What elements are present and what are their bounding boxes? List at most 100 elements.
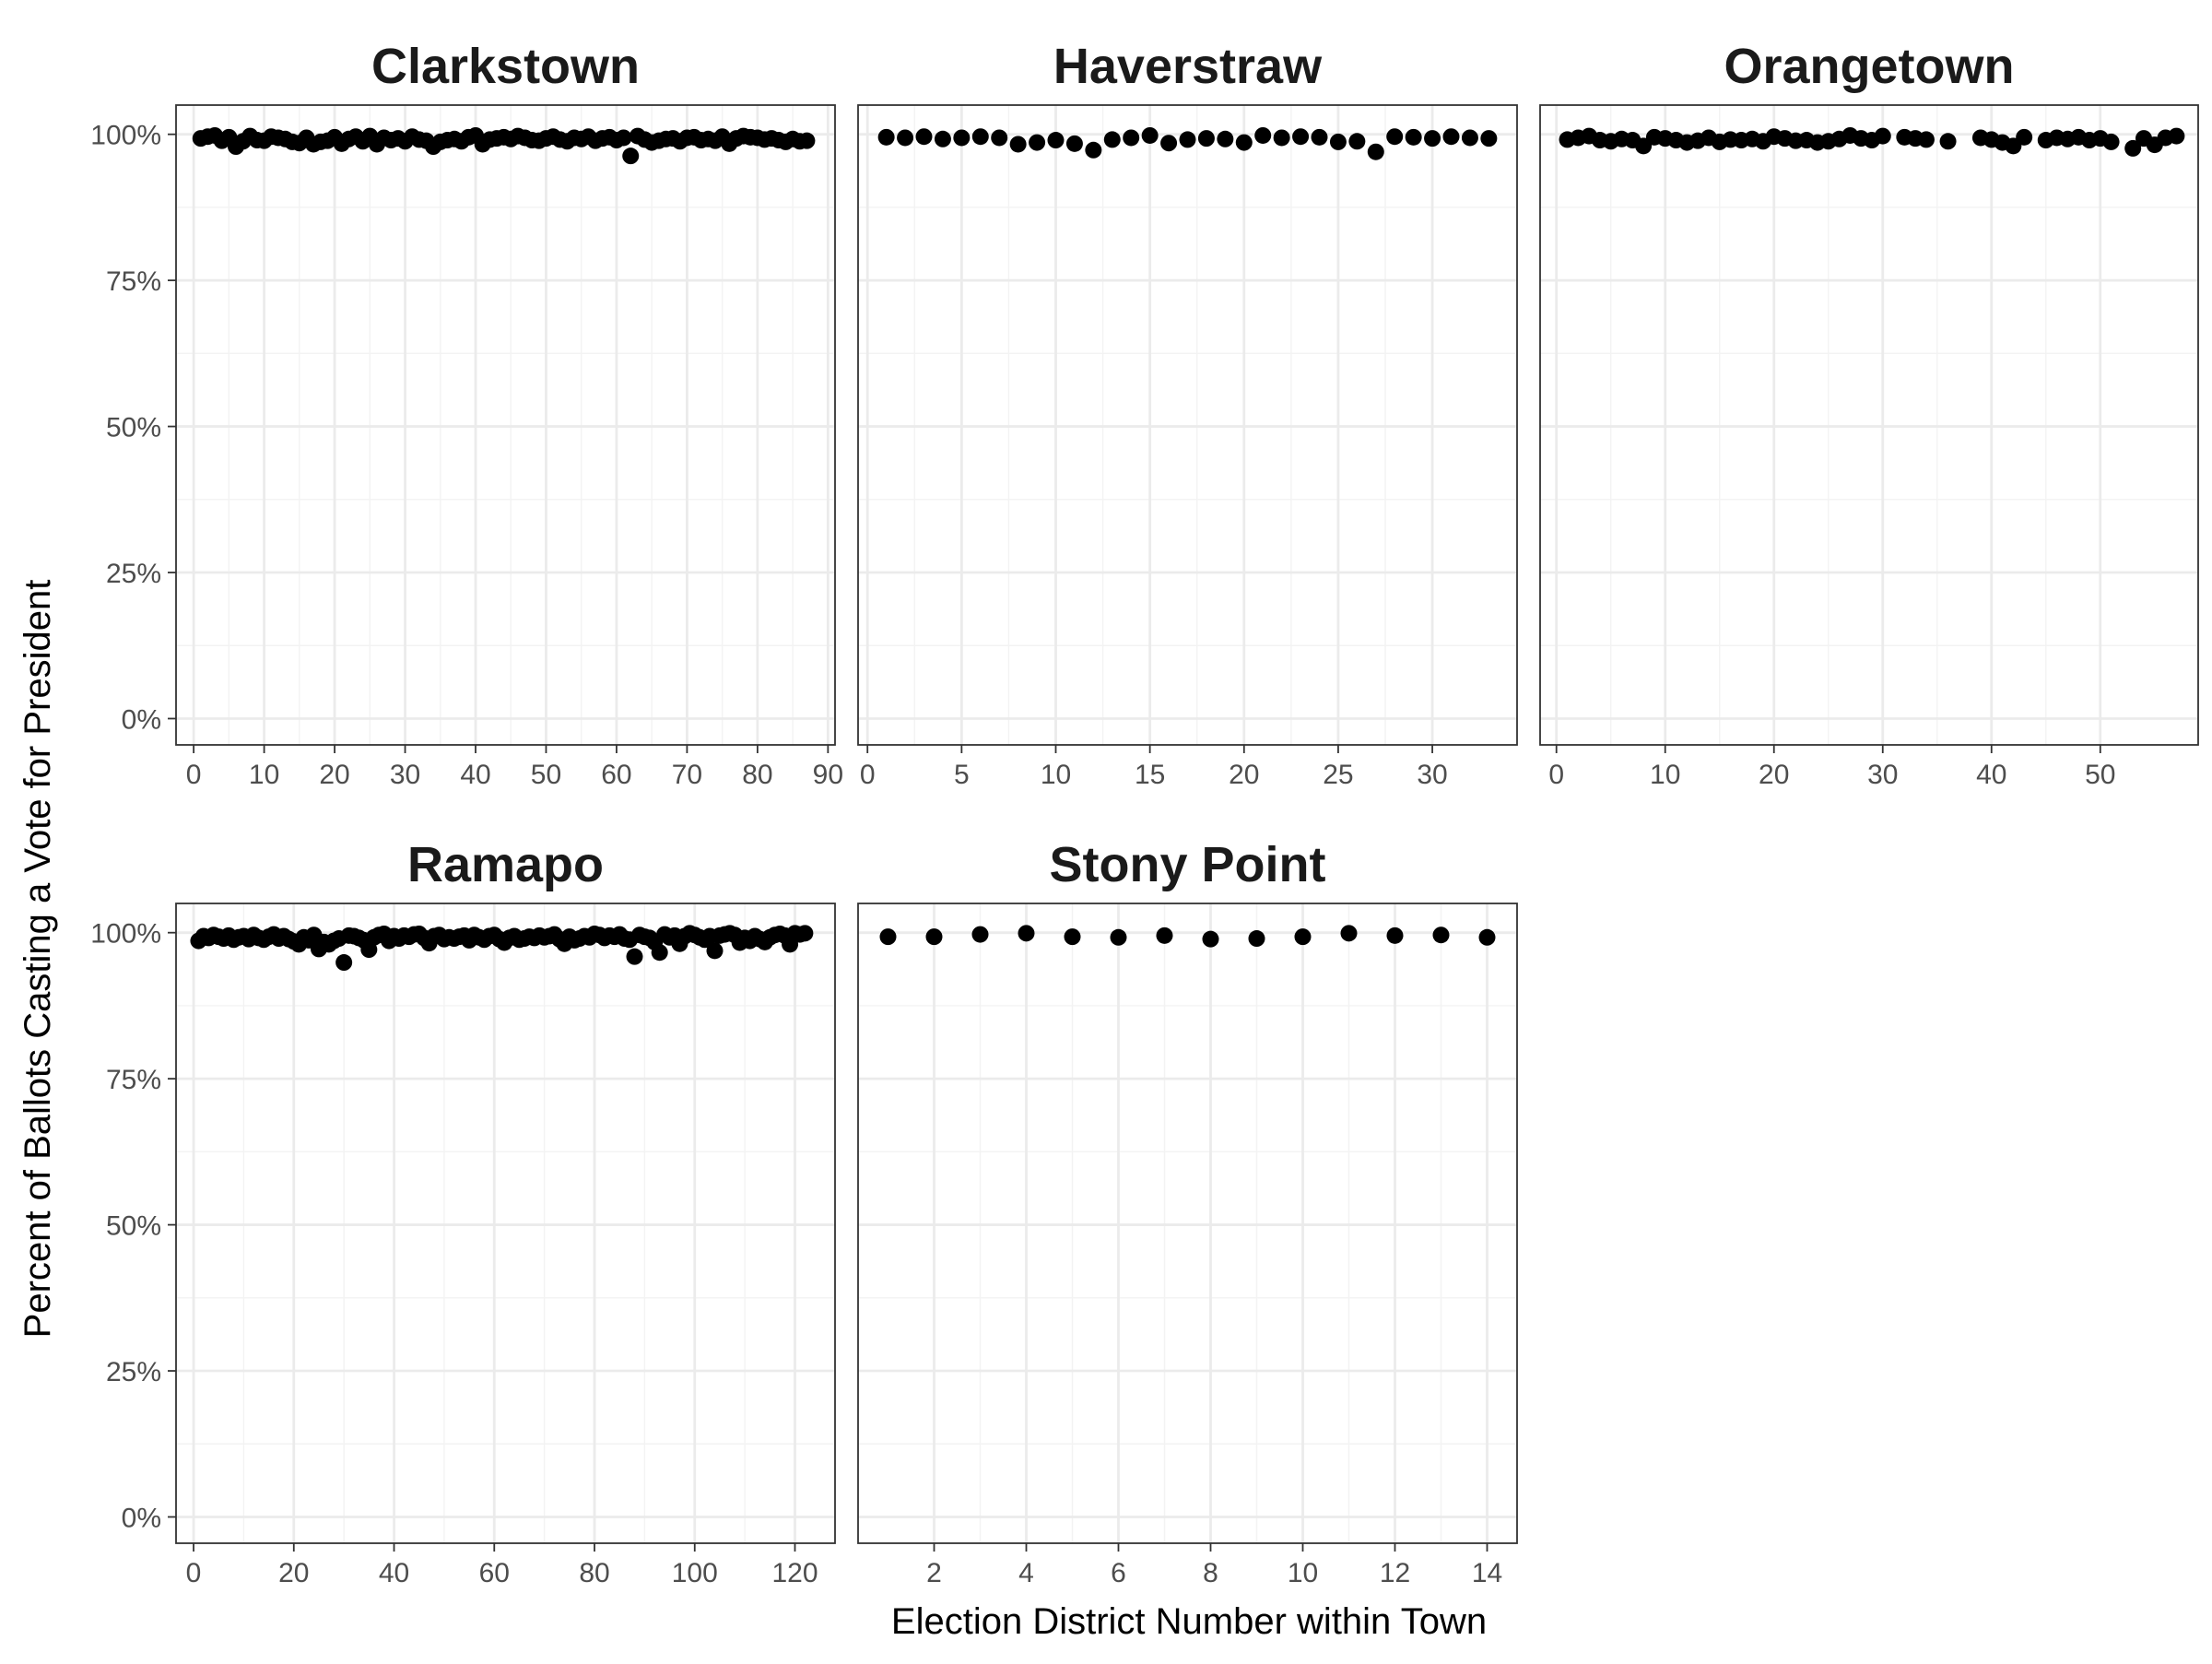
x-tick-label: 90: [813, 760, 843, 790]
data-point: [879, 928, 897, 946]
data-point: [1292, 128, 1310, 146]
x-tick-label: 0: [1548, 760, 1564, 790]
data-point: [1424, 130, 1441, 148]
data-point: [651, 944, 668, 962]
data-point: [971, 128, 989, 146]
data-point: [1273, 129, 1290, 147]
data-point: [1442, 128, 1460, 146]
x-tick-label: 30: [1417, 760, 1447, 790]
data-point: [798, 132, 816, 149]
data-point: [1160, 135, 1178, 152]
panel-orangetown: Orangetown 0 10 20 30 40 50: [1539, 39, 2199, 790]
y-tick-label: 25%: [106, 559, 161, 589]
data-point: [1009, 136, 1027, 153]
data-point: [1461, 129, 1478, 147]
data-point: [796, 925, 814, 942]
x-tick-label: 50: [531, 760, 561, 790]
x-tick-label: 12: [1380, 1558, 1410, 1588]
data-point: [1348, 133, 1366, 150]
y-tick-label: 25%: [106, 1357, 161, 1387]
x-tick-label: 40: [460, 760, 490, 790]
data-point: [1156, 926, 1173, 944]
x-tick-label: 0: [860, 760, 876, 790]
x-tick-label: 20: [319, 760, 349, 790]
panel-border: [857, 104, 1518, 746]
x-tick-label: 10: [1041, 760, 1071, 790]
data-point: [991, 129, 1008, 147]
data-point: [1329, 133, 1347, 150]
x-axis-title: Election District Number within Town: [891, 1601, 1487, 1642]
data-point: [1018, 925, 1035, 942]
panel-border: [175, 104, 836, 746]
data-point: [971, 926, 989, 943]
data-point: [706, 942, 724, 960]
data-point: [1202, 930, 1219, 948]
y-tick-label: 75%: [106, 266, 161, 297]
data-point: [1235, 134, 1253, 151]
data-point: [1294, 928, 1312, 946]
x-tick-label: 10: [249, 760, 279, 790]
data-point: [1405, 128, 1422, 146]
data-point: [877, 128, 895, 146]
data-point: [2102, 133, 2120, 150]
data-point: [915, 128, 933, 146]
y-tick-label: 75%: [106, 1065, 161, 1095]
data-point: [1179, 131, 1196, 148]
data-point: [1480, 130, 1498, 148]
x-tick-label: 0: [186, 760, 202, 790]
y-tick-label: 100%: [90, 121, 161, 151]
data-point: [1874, 127, 1891, 145]
x-tick-label: 20: [278, 1558, 309, 1588]
data-point: [335, 954, 353, 972]
data-point: [1367, 143, 1384, 160]
panel-ramapo: Ramapo 0 20 40 60 80 100 120 0% 25% 50% 75% 100%: [90, 837, 836, 1588]
panel-stony-point: Stony Point 2 4 6 8 10 12 14: [857, 837, 1518, 1588]
data-point: [1047, 132, 1065, 149]
panel-clarkstown: Clarkstown 0 10 20 30 40 50 60 70 80 90 0% 25% 50% 75%…: [90, 39, 843, 790]
x-tick-label: 30: [390, 760, 420, 790]
data-point: [1311, 128, 1328, 146]
data-point: [2168, 127, 2185, 145]
x-tick-label: 4: [1018, 1558, 1034, 1588]
data-point: [1141, 126, 1159, 144]
panel-border: [1539, 104, 2199, 746]
data-point: [1248, 930, 1265, 948]
data-point: [1386, 128, 1404, 146]
data-point: [1197, 130, 1215, 148]
data-point: [953, 129, 971, 147]
y-tick-label: 100%: [90, 919, 161, 950]
x-tick-label: 120: [771, 1558, 818, 1588]
data-point: [1432, 926, 1450, 944]
panel-title: Orangetown: [1724, 39, 2014, 94]
data-point: [925, 928, 943, 946]
x-tick-label: 8: [1203, 1558, 1218, 1588]
panel-title: Ramapo: [407, 837, 604, 892]
x-tick-label: 50: [2085, 760, 2115, 790]
x-tick-label: 20: [1759, 760, 1789, 790]
panel-haverstraw: Haverstraw 0 5 10 15 20 25 30: [857, 39, 1518, 790]
x-tick-label: 10: [1288, 1558, 1318, 1588]
y-axis-title: Percent of Ballots Casting a Vote for Pr…: [18, 580, 58, 1339]
data-point: [1029, 134, 1046, 151]
data-point: [2016, 128, 2033, 146]
x-tick-label: 0: [186, 1558, 202, 1588]
data-point: [626, 948, 643, 965]
data-point: [1939, 133, 1957, 150]
x-tick-label: 60: [601, 760, 631, 790]
panel-title: Haverstraw: [1053, 39, 1323, 94]
data-point: [1064, 928, 1081, 946]
data-point: [1254, 126, 1272, 144]
data-point: [1386, 926, 1404, 944]
x-tick-label: 10: [1650, 760, 1680, 790]
data-point: [615, 129, 632, 147]
data-point: [1123, 129, 1140, 147]
data-point: [1340, 925, 1358, 942]
x-tick-label: 2: [926, 1558, 942, 1588]
x-tick-label: 40: [1976, 760, 2006, 790]
y-tick-label: 0%: [122, 704, 161, 735]
data-point: [1917, 131, 1935, 148]
data-point: [1065, 135, 1083, 152]
data-point: [1085, 141, 1102, 159]
